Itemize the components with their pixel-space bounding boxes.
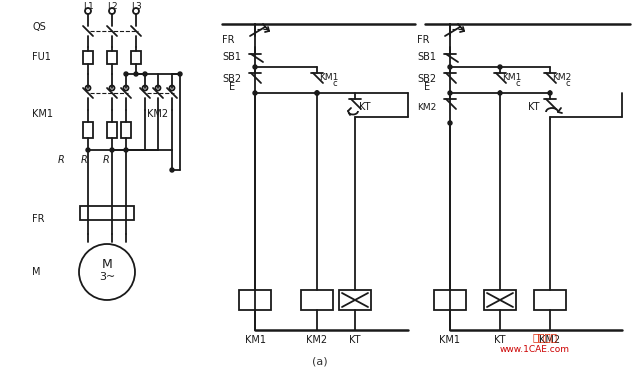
- Circle shape: [143, 72, 147, 76]
- Text: SB2: SB2: [417, 74, 436, 84]
- Circle shape: [86, 148, 90, 152]
- Circle shape: [448, 91, 452, 95]
- Circle shape: [498, 91, 502, 95]
- Circle shape: [109, 86, 115, 91]
- Text: E: E: [229, 82, 235, 92]
- Circle shape: [156, 86, 161, 91]
- Text: KM2: KM2: [147, 109, 168, 119]
- Text: R: R: [58, 155, 65, 165]
- Text: E: E: [424, 82, 430, 92]
- Circle shape: [109, 8, 115, 14]
- Text: FR: FR: [222, 35, 234, 45]
- Circle shape: [448, 65, 452, 69]
- Text: SB1: SB1: [417, 52, 436, 62]
- Bar: [534, 290, 566, 310]
- Bar: [121, 122, 131, 138]
- Text: L3: L3: [131, 2, 141, 10]
- Bar: [301, 290, 333, 310]
- Text: c: c: [566, 78, 570, 87]
- Text: FR: FR: [32, 214, 45, 224]
- Circle shape: [134, 72, 138, 76]
- Circle shape: [253, 65, 257, 69]
- Text: KT: KT: [528, 102, 540, 112]
- Circle shape: [85, 8, 91, 14]
- Text: KM2: KM2: [307, 335, 328, 345]
- Text: KM1: KM1: [244, 335, 266, 345]
- Text: L1: L1: [83, 2, 93, 10]
- Text: KM1: KM1: [32, 109, 53, 119]
- Text: FR: FR: [417, 35, 429, 45]
- Text: www.1CAE.com: www.1CAE.com: [500, 345, 570, 354]
- Circle shape: [110, 148, 114, 152]
- Text: M: M: [32, 267, 40, 277]
- Circle shape: [253, 91, 257, 95]
- Circle shape: [315, 91, 319, 95]
- Text: R: R: [81, 155, 88, 165]
- Circle shape: [79, 244, 135, 300]
- Circle shape: [315, 91, 319, 95]
- Text: KM1: KM1: [440, 335, 461, 345]
- Text: SB1: SB1: [222, 52, 241, 62]
- Circle shape: [548, 91, 552, 95]
- Text: c: c: [333, 78, 337, 87]
- Text: (a): (a): [312, 357, 328, 367]
- Text: KM2: KM2: [552, 73, 572, 81]
- Circle shape: [170, 86, 175, 91]
- Circle shape: [86, 86, 90, 91]
- Bar: [107, 122, 117, 138]
- Circle shape: [124, 148, 128, 152]
- Text: KM1: KM1: [502, 73, 522, 81]
- Text: M: M: [102, 259, 113, 272]
- Text: KM2: KM2: [417, 102, 436, 112]
- Text: 3~: 3~: [99, 272, 115, 282]
- Bar: [83, 122, 93, 138]
- Circle shape: [498, 65, 502, 69]
- Bar: [83, 51, 93, 64]
- Text: KT: KT: [359, 102, 371, 112]
- Text: KT: KT: [494, 335, 506, 345]
- Bar: [434, 290, 466, 310]
- Bar: [107, 51, 117, 64]
- Circle shape: [178, 72, 182, 76]
- Bar: [131, 51, 141, 64]
- Circle shape: [124, 72, 128, 76]
- Circle shape: [448, 121, 452, 125]
- Text: SB2: SB2: [222, 74, 241, 84]
- Text: 仿真在线: 仿真在线: [532, 332, 557, 342]
- Text: R: R: [103, 155, 109, 165]
- Text: KT: KT: [349, 335, 361, 345]
- Circle shape: [143, 86, 147, 91]
- Circle shape: [170, 168, 174, 172]
- Circle shape: [124, 86, 129, 91]
- Text: KM2: KM2: [540, 335, 561, 345]
- Bar: [339, 290, 371, 310]
- Circle shape: [133, 8, 139, 14]
- Bar: [80, 206, 134, 220]
- Text: c: c: [516, 78, 520, 87]
- Text: KM1: KM1: [319, 73, 339, 81]
- Bar: [484, 290, 516, 310]
- Bar: [239, 290, 271, 310]
- Text: QS: QS: [32, 22, 45, 32]
- Text: L2: L2: [107, 2, 117, 10]
- Text: FU1: FU1: [32, 52, 51, 62]
